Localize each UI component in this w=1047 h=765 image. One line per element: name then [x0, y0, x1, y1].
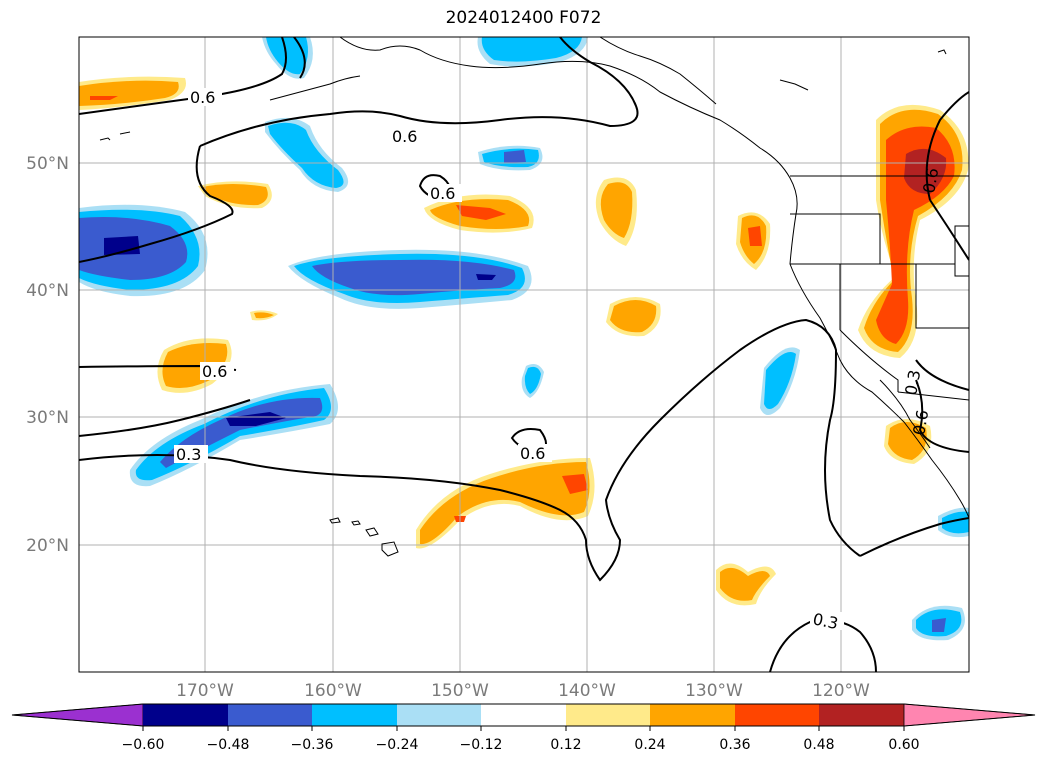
- lat-labels: 50°N 40°N 30°N 20°N: [26, 154, 69, 556]
- plot-frame: [78, 36, 970, 673]
- colorbar-extend-high: [903, 703, 1036, 727]
- contour-label: 0.6: [202, 362, 227, 381]
- contour-label: 0.6: [919, 166, 942, 194]
- map-layers: 0.6 0.6 0.6 0.6 0.6 0.3 0.6 0.3 0.3 0.6: [79, 37, 969, 672]
- colorbar-tick-label: 0.48: [803, 737, 834, 753]
- contour-label: 0.6: [909, 408, 932, 436]
- contour-label: 0.3: [901, 368, 924, 396]
- contour-label: 0.6: [190, 88, 215, 107]
- lon-label-140w: 140°W: [558, 681, 616, 701]
- contour-label: 0.3: [811, 609, 840, 633]
- colorbar-segment: [397, 704, 481, 726]
- colorbar-tick-label: −0.48: [207, 737, 250, 753]
- contour-lines: [79, 37, 969, 672]
- colorbar-segment: [819, 704, 904, 726]
- lon-label-120w: 120°W: [812, 681, 870, 701]
- contour-label: 0.3: [176, 445, 201, 464]
- colorbar-ticks: [142, 726, 905, 731]
- colorbar-extend-low: [11, 703, 144, 727]
- contour-label-group: 0.6 0.6 0.6 0.6 0.6 0.3 0.6 0.3 0.3 0.6: [174, 88, 942, 633]
- lat-label-30n: 30°N: [26, 408, 69, 428]
- lon-label-160w: 160°W: [304, 681, 362, 701]
- colorbar-segment: [566, 704, 650, 726]
- colorbar-tick-label: −0.24: [376, 737, 419, 753]
- lon-labels: 170°W 160°W 150°W 140°W 130°W 120°W: [176, 681, 870, 701]
- lat-label-50n: 50°N: [26, 154, 69, 174]
- contour-label: 0.6: [392, 127, 417, 146]
- lat-label-40n: 40°N: [26, 281, 69, 301]
- lon-label-150w: 150°W: [431, 681, 489, 701]
- lon-label-130w: 130°W: [685, 681, 743, 701]
- coastlines: [99, 37, 969, 557]
- shaded-field: [79, 37, 969, 641]
- colorbar-tick-label: 0.12: [550, 737, 581, 753]
- colorbar-segment: [143, 704, 228, 726]
- colorbar-segment: [228, 704, 312, 726]
- colorbar-tick-label: −0.60: [122, 737, 165, 753]
- colorbar-tick-label: −0.12: [460, 737, 503, 753]
- colorbar-tick-label: 0.36: [719, 737, 750, 753]
- colorbar-segment: [735, 704, 819, 726]
- lat-label-20n: 20°N: [26, 536, 69, 556]
- colorbar-segment: [650, 704, 735, 726]
- lon-label-170w: 170°W: [176, 681, 234, 701]
- colorbar: −0.60 −0.48 −0.36 −0.24 −0.12 0.12 0.24 …: [11, 703, 1036, 753]
- contour-label: 0.6: [430, 184, 455, 203]
- contour-label: 0.6: [520, 444, 545, 463]
- map-title: 2024012400 F072: [445, 8, 602, 28]
- colorbar-segment: [312, 704, 397, 726]
- colorbar-segment: [481, 704, 566, 726]
- colorbar-tick-label: −0.36: [291, 737, 334, 753]
- colorbar-tick-label: 0.24: [634, 737, 665, 753]
- colorbar-tick-label: 0.60: [888, 737, 919, 753]
